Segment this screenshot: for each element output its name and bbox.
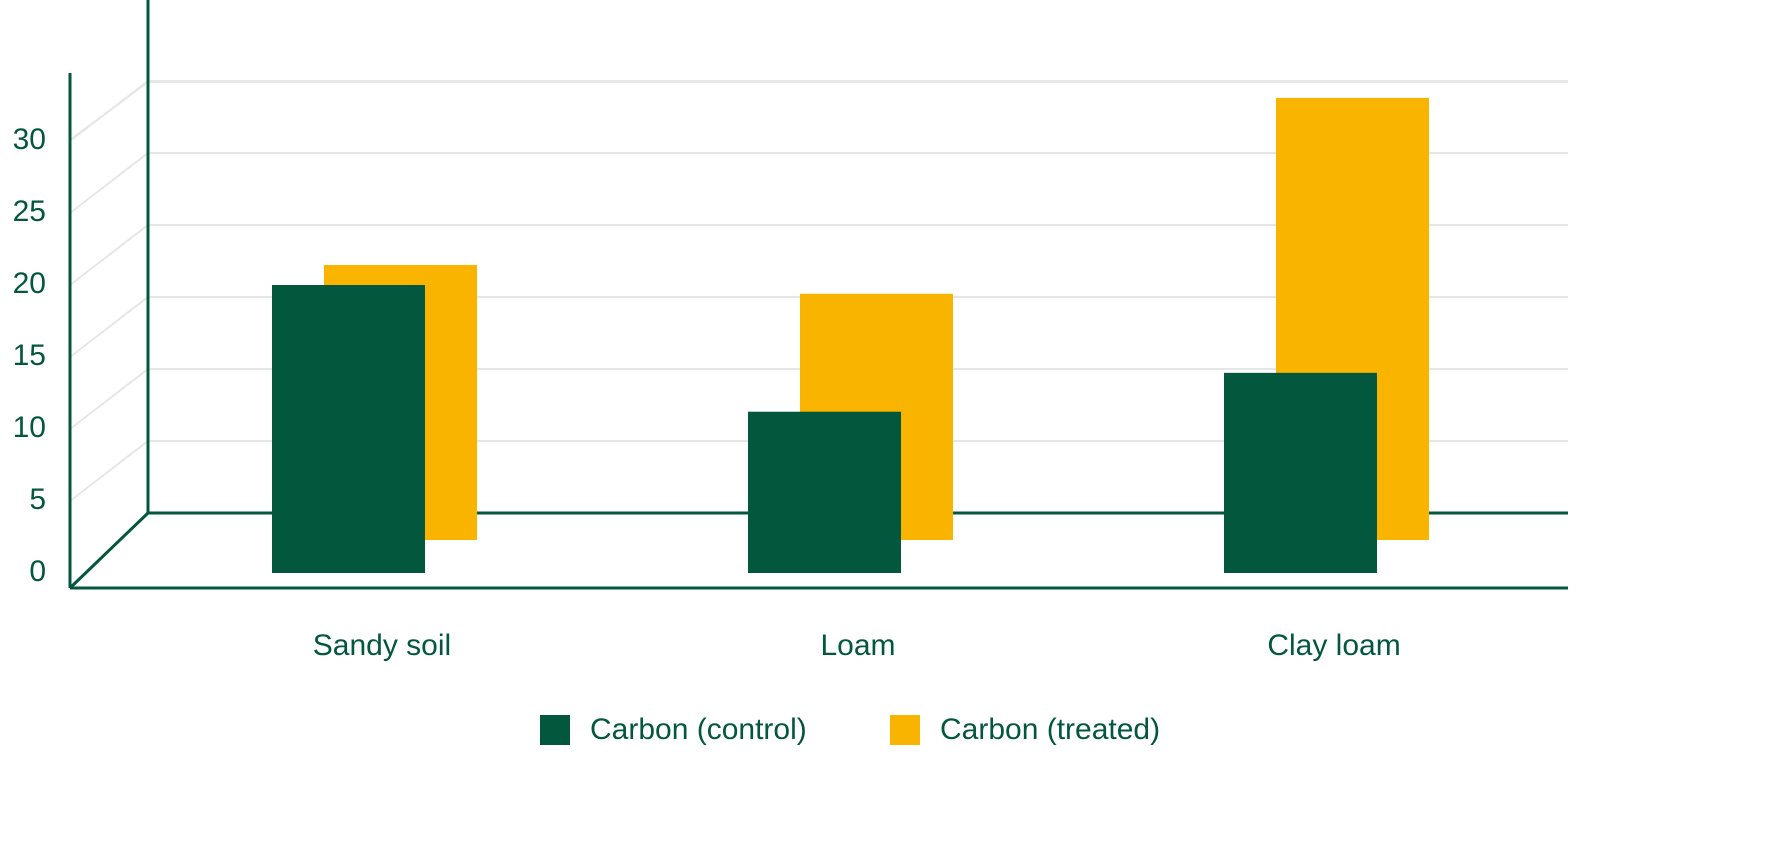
y-tick-label: 10 [13,411,46,444]
legend-label: Carbon (treated) [940,713,1160,746]
y-tick-label: 0 [29,555,46,588]
y-tick-label: 5 [29,483,46,516]
grid-line [69,152,149,214]
y-tick-label: 25 [13,195,46,228]
grid-line [69,368,149,430]
bar [748,411,901,573]
x-tick-label: Clay loam [1267,629,1400,662]
x-tick-label: Sandy soil [313,629,451,662]
y-tick-label: 15 [13,339,46,372]
grid-line [69,81,149,141]
legend-label: Carbon (control) [590,713,807,746]
grid-line [69,224,149,286]
y-tick-label: 20 [13,267,46,300]
legend-swatch [540,715,570,745]
floor-diagonal [68,511,150,590]
grid-line [69,296,149,358]
bar [272,285,425,573]
y-tick-label: 30 [13,123,46,156]
bar [1224,372,1377,573]
legend-swatch [890,715,920,745]
grid-line [69,440,149,502]
x-tick-label: Loam [820,629,895,662]
